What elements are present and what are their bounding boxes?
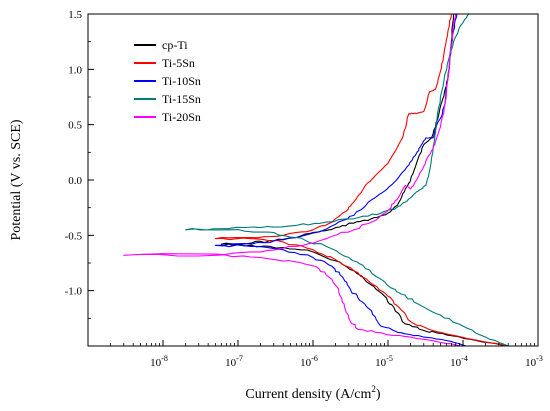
x-tick-label: 10-8 (150, 354, 168, 369)
series-layer (123, 14, 509, 346)
series-line-Ti-10Sn (214, 14, 467, 346)
legend: cp-Ti Ti-5Sn Ti-10Sn Ti-15Sn Ti-20Sn (134, 38, 201, 124)
x-tick-label: 10-4 (450, 354, 468, 369)
x-axis-title-main: Current density (A/cm (245, 387, 371, 402)
y-tick-label: 1.0 (68, 64, 82, 76)
y-tick-label: 1.5 (68, 9, 82, 21)
series-line-cp-Ti (220, 14, 509, 346)
series-line-Ti-20Sn (123, 14, 460, 346)
legend-label-Ti-5Sn: Ti-5Sn (162, 56, 195, 70)
x-axis-title: Current density (A/cm2) (245, 384, 380, 402)
y-axis-title: Potential (V vs. SCE) (9, 119, 24, 240)
y-tick-label: -0.5 (65, 230, 83, 242)
legend-label-Ti-15Sn: Ti-15Sn (162, 92, 201, 106)
x-tick-label: 10-6 (300, 354, 318, 369)
x-tick-label: 10-5 (375, 354, 393, 369)
y-tick-label: -1.0 (65, 286, 83, 298)
series-line-Ti-15Sn (185, 14, 509, 346)
legend-label-cp-Ti: cp-Ti (162, 38, 188, 52)
x-tick-label: 10-3 (525, 354, 543, 369)
legend-label-Ti-20Sn: Ti-20Sn (162, 110, 201, 124)
y-tick-label: 0.0 (68, 175, 82, 187)
x-axis-title-close: ) (376, 387, 381, 402)
series-line-Ti-5Sn (214, 14, 509, 346)
x-axis-title-sup: 2 (371, 384, 376, 394)
legend-label-Ti-10Sn: Ti-10Sn (162, 74, 201, 88)
y-tick-label: 0.5 (68, 120, 82, 132)
ticks-layer: 10-8 10-7 10-6 10-5 10-4 10-3 1.5 1.0 0.5 0.0 -0.5… (65, 9, 543, 369)
x-tick-label: 10-7 (225, 354, 243, 369)
